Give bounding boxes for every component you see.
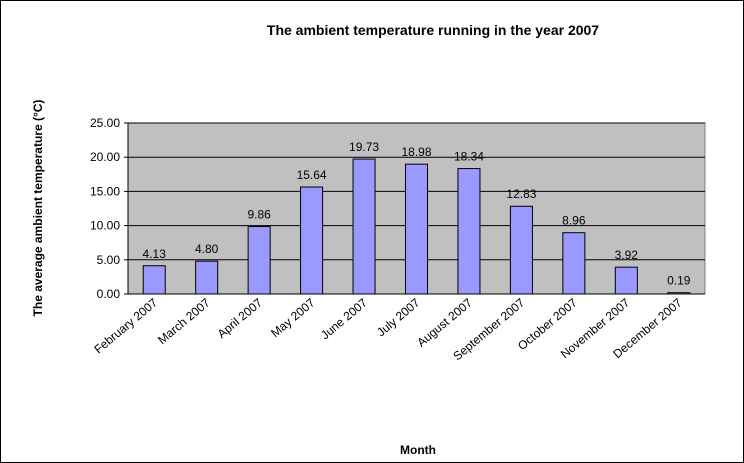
bar bbox=[614, 266, 638, 295]
bar bbox=[142, 265, 166, 295]
data-label: 19.73 bbox=[349, 140, 379, 154]
bar bbox=[247, 226, 271, 295]
data-label: 4.80 bbox=[195, 242, 219, 256]
bar bbox=[352, 158, 376, 295]
data-label: 4.13 bbox=[143, 247, 167, 261]
bar bbox=[404, 163, 429, 295]
data-label: 0.19 bbox=[667, 274, 691, 288]
data-label: 3.92 bbox=[615, 248, 639, 262]
data-label: 9.86 bbox=[247, 208, 271, 222]
y-tick-label: 20.00 bbox=[90, 150, 120, 164]
bar bbox=[509, 205, 533, 295]
bar bbox=[562, 232, 586, 295]
y-tick-label: 10.00 bbox=[90, 219, 120, 233]
bar bbox=[667, 292, 691, 295]
y-tick-label: 5.00 bbox=[97, 253, 121, 267]
y-tick-label: 0.00 bbox=[97, 287, 121, 301]
y-axis-label: The average ambient temperature (°C) bbox=[31, 100, 45, 317]
x-axis-label: Month bbox=[400, 443, 436, 457]
data-label: 18.98 bbox=[401, 145, 431, 159]
bar bbox=[195, 260, 219, 295]
data-label: 8.96 bbox=[562, 214, 586, 228]
y-tick-label: 25.00 bbox=[90, 116, 120, 130]
bar bbox=[457, 168, 481, 295]
data-label: 18.34 bbox=[454, 150, 484, 164]
chart-title: The ambient temperature running in the y… bbox=[267, 22, 599, 38]
data-label: 12.83 bbox=[506, 187, 536, 201]
y-tick-label: 15.00 bbox=[90, 184, 120, 198]
bar bbox=[300, 186, 324, 295]
data-label: 15.64 bbox=[297, 168, 327, 182]
